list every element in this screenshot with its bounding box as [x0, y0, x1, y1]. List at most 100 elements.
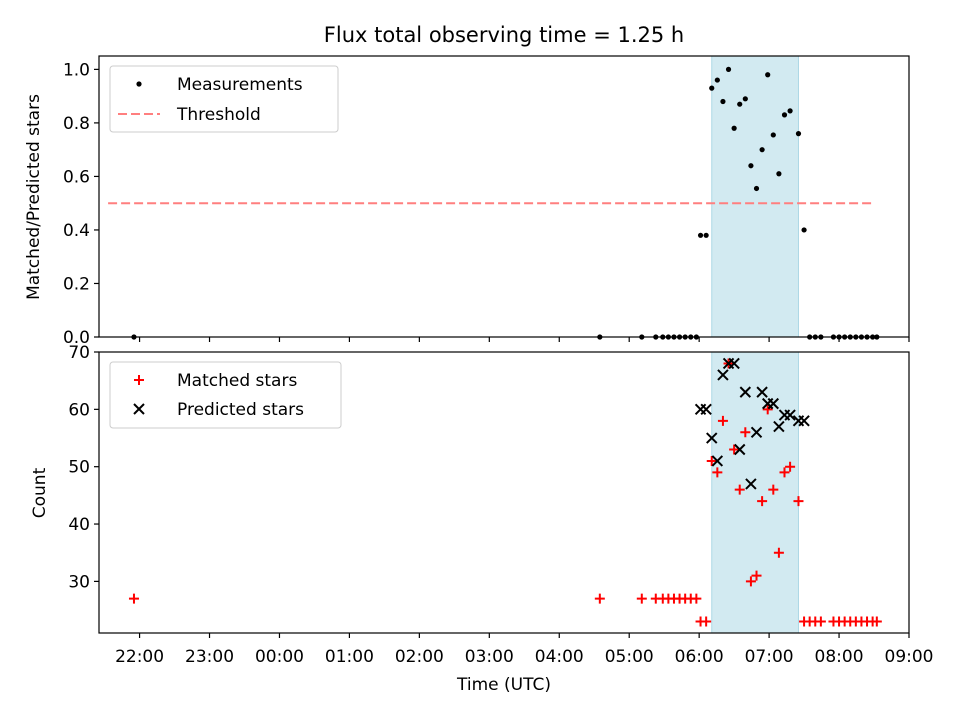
matched-star-point — [636, 593, 647, 604]
predicted-star-point — [745, 478, 757, 490]
matched-star-point — [701, 616, 712, 627]
predicted-star-point — [767, 397, 780, 410]
predicted-star-point — [711, 455, 724, 467]
bottom-panel: 30 40 50 60 70 22:00 23:00 00:00 01:00 02:00 03:0… — [30, 343, 934, 695]
matched-star-point — [871, 616, 882, 627]
bottom-y-tick-label: 30 — [68, 572, 90, 592]
x-tick-label: 08:00 — [815, 647, 864, 667]
predicted-star-point — [773, 420, 785, 433]
top-y-tick-label: 0.8 — [63, 114, 90, 134]
legend-threshold-label: Threshold — [176, 105, 261, 125]
top-y-tick-label: 0.0 — [63, 328, 90, 348]
legend-predicted-marker — [133, 403, 145, 415]
bottom-axes-frame — [98, 351, 910, 634]
matched-star-point — [734, 484, 745, 495]
measurement-point — [770, 132, 776, 138]
x-tick-label: 01:00 — [325, 647, 374, 667]
matched-star-point — [740, 427, 751, 438]
bottom-legend-box — [109, 361, 342, 429]
top-y-tick-label: 0.4 — [63, 221, 90, 241]
measurement-point — [697, 232, 704, 238]
x-tick-label: 06:00 — [675, 647, 724, 667]
top-legend: Measurements Threshold — [109, 65, 339, 133]
matched-star-point — [745, 576, 756, 587]
measurement-points — [131, 66, 880, 340]
x-tick-label: 07:00 — [745, 647, 794, 667]
matched-star-point — [691, 593, 702, 604]
matched-star-point — [751, 570, 762, 581]
legend-measurements-marker — [136, 81, 142, 87]
x-tick-label: 02:00 — [395, 647, 444, 667]
x-tick-label: 05:00 — [605, 647, 654, 667]
predicted-star-point — [706, 432, 718, 444]
measurement-point — [801, 227, 807, 233]
predicted-star-points — [694, 357, 810, 490]
bottom-y-tick-label: 70 — [68, 343, 90, 363]
measurement-point — [720, 98, 726, 105]
matched-star-point — [757, 496, 768, 507]
measurement-point — [714, 77, 720, 83]
predicted-star-point — [728, 357, 740, 370]
x-axis-label: Time (UTC) — [456, 675, 551, 695]
legend-measurements-label: Measurements — [177, 75, 303, 95]
matched-star-point — [768, 484, 779, 495]
predicted-star-point — [756, 386, 768, 398]
x-tick-label: 04:00 — [535, 647, 584, 667]
top-y-tick-label: 0.6 — [63, 167, 90, 187]
x-tick-label: 22:00 — [115, 647, 164, 667]
bottom-y-tick-label: 60 — [68, 400, 90, 420]
matched-star-point — [785, 461, 796, 472]
top-panel: 0.0 0.2 0.4 0.6 0.8 1.0 Matched/Predicted sta… — [24, 55, 910, 348]
matched-star-point — [712, 467, 723, 478]
measurement-point — [742, 96, 748, 102]
top-y-axis-label: Matched/Predicted stars — [24, 94, 44, 300]
measurement-point — [709, 85, 715, 91]
matched-star-point — [706, 455, 717, 466]
x-tick-label: 09:00 — [885, 647, 934, 667]
bottom-x-axis: 22:00 23:00 00:00 01:00 02:00 03:00 04:00 05:00… — [115, 633, 934, 667]
bottom-y-tick-label: 40 — [68, 515, 90, 535]
measurement-point — [765, 72, 771, 78]
top-shaded-interval — [711, 55, 799, 338]
top-legend-box — [109, 65, 339, 133]
predicted-star-point — [750, 426, 763, 438]
measurement-point — [781, 112, 788, 118]
bottom-y-tick-label: 50 — [68, 458, 90, 478]
matched-star-point — [773, 547, 784, 558]
chart-title: Flux total observing time = 1.25 h — [324, 23, 684, 47]
matched-star-point — [793, 496, 804, 507]
top-x-ticks — [138, 337, 910, 342]
top-axes-frame — [98, 55, 910, 338]
legend-matched-marker — [134, 375, 144, 385]
bottom-y-axis-label: Count — [30, 467, 50, 518]
predicted-star-point — [739, 386, 752, 398]
predicted-star-point — [784, 409, 796, 421]
legend-predicted-label: Predicted stars — [177, 400, 304, 420]
measurement-point — [731, 125, 737, 131]
matched-star-point — [762, 404, 773, 415]
matched-star-point — [594, 593, 605, 604]
measurement-point — [748, 163, 754, 169]
matched-star-point — [128, 593, 139, 604]
matched-star-point — [815, 616, 826, 627]
predicted-star-point — [798, 415, 810, 427]
x-tick-label: 03:00 — [465, 647, 514, 667]
predicted-star-point — [700, 403, 712, 416]
measurement-point — [703, 232, 709, 238]
top-y-axis: 0.0 0.2 0.4 0.6 0.8 1.0 — [63, 60, 99, 348]
measurement-point — [753, 185, 760, 192]
matched-star-points — [128, 358, 882, 627]
bottom-shaded-interval — [711, 351, 799, 634]
measurement-point — [795, 131, 802, 137]
predicted-star-point — [734, 443, 746, 456]
matched-star-point — [717, 415, 728, 426]
x-tick-label: 23:00 — [185, 647, 234, 667]
predicted-star-point — [717, 369, 729, 381]
legend-matched-label: Matched stars — [177, 371, 297, 391]
measurement-point — [725, 66, 732, 72]
matched-star-point — [729, 444, 740, 455]
measurement-point — [787, 108, 793, 114]
bottom-legend: Matched stars Predicted stars — [109, 361, 342, 429]
bottom-y-axis: 30 40 50 60 70 — [68, 343, 99, 592]
top-y-tick-label: 1.0 — [63, 60, 90, 80]
